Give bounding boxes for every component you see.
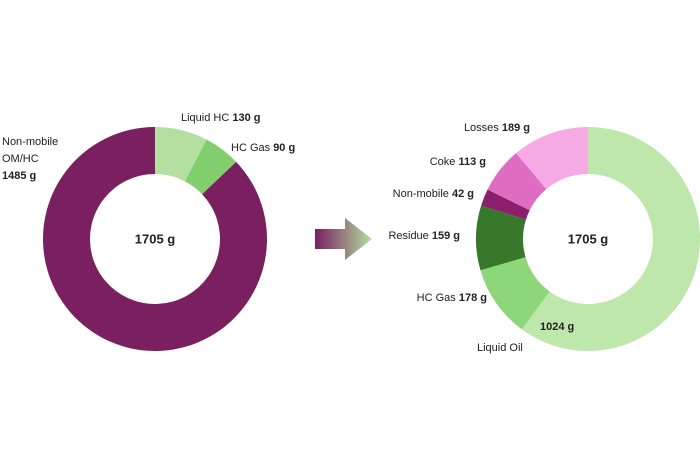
value-text: 189 g [501,122,530,134]
segment-label: Coke 113 g [430,154,486,171]
category-name: HC Gas [231,142,271,154]
donut-segment [521,127,700,351]
value-text: 113 g [458,156,486,168]
segment-label: Losses 189 g [464,120,530,137]
donut-segment [487,153,547,211]
center-total: 1705 g [567,231,609,247]
value-text: 130 g [232,112,261,124]
segment-label: HC Gas 178 g [417,290,487,307]
value-text: 159 g [431,230,460,242]
segment-label: Non-mobile 42 g [393,186,474,203]
segment-label: Liquid Oil [477,340,523,357]
value-text: 178 g [458,292,487,304]
category-name: Losses [463,122,499,134]
category-name: Non-mobile OM/HC [2,136,59,165]
segment-label: Non-mobile OM/HC 1485 g [2,134,64,185]
category-name: Residue [388,230,429,242]
value-text: 1485 g [2,170,37,182]
donut-segment [476,205,526,271]
center-total: 1705 g [134,231,176,247]
donut-segment [42,127,267,351]
transition-arrow [315,218,372,260]
category-name: Liquid HC [181,112,230,124]
donut-segment [155,127,207,182]
value-label: 1024 g [540,319,574,336]
value-text: 90 g [273,142,296,154]
donut-segment [481,189,530,220]
value-text: 42 g [451,188,474,200]
category-name: Liquid Oil [477,342,523,354]
donut-segment [184,139,237,195]
donut-segment [480,257,550,330]
segment-label: Residue 159 g [388,228,460,245]
segment-label: HC Gas 90 g [231,140,295,157]
category-name: HC Gas [416,292,456,304]
donut-segment [516,127,588,190]
category-name: Coke [429,156,456,168]
value-text: 1024 g [540,321,575,333]
category-name: Non-mobile [392,188,449,200]
segment-label: Liquid HC 130 g [181,110,261,127]
